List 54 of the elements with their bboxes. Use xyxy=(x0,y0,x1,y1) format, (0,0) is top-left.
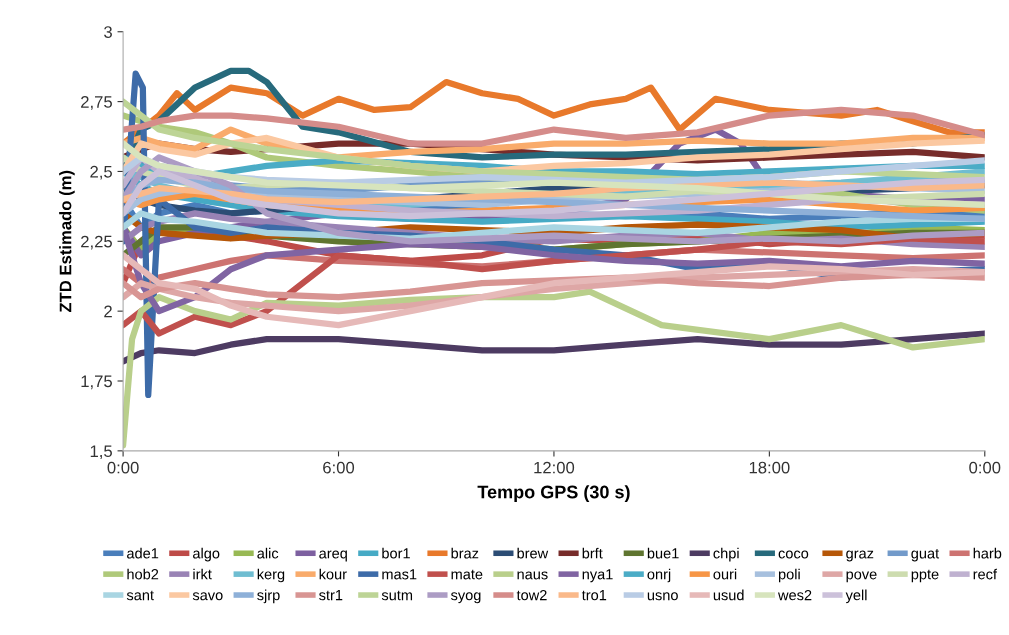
legend-label: coco xyxy=(778,550,809,559)
legend-label: sutm xyxy=(381,590,413,601)
legend-label: areq xyxy=(319,550,347,562)
y-tick-label: 2 xyxy=(104,305,112,318)
legend-label: ouri xyxy=(713,568,737,580)
x-tick-label: 18:00 xyxy=(749,461,790,474)
y-tick-label: 2,5 xyxy=(90,165,112,180)
legend-label: mate xyxy=(451,569,483,580)
y-tick-label: 1,5 xyxy=(90,445,112,460)
legend-label: graz xyxy=(846,550,874,562)
legend-label: sant xyxy=(126,590,154,601)
legend-label: syog xyxy=(450,592,481,604)
legend-label: mas1 xyxy=(382,569,417,580)
legend-label: ppte xyxy=(911,569,939,583)
legend-label: brew xyxy=(517,547,549,559)
legend-label: naus xyxy=(517,571,548,580)
legend-label: irkt xyxy=(193,568,212,580)
legend-label: guat xyxy=(911,548,940,562)
legend-label: bor1 xyxy=(382,547,410,559)
legend-label: tro1 xyxy=(581,590,607,601)
y-axis-title: ZTD Estimado (m) xyxy=(59,170,75,313)
legend-label: savo xyxy=(192,592,223,601)
x-tick-label: 6:00 xyxy=(323,461,355,474)
legend-label: str1 xyxy=(319,590,343,601)
legend-label: harb xyxy=(973,547,1002,559)
x-tick-label: 12:00 xyxy=(534,461,575,474)
y-tick-label: 1,75 xyxy=(81,375,112,390)
legend-label: usno xyxy=(647,592,678,601)
legend-label: nya1 xyxy=(582,569,613,583)
legend-label: kerg xyxy=(257,568,285,583)
legend-label: brft xyxy=(582,547,603,559)
legend-label: bue1 xyxy=(647,547,679,559)
legend-label: usud xyxy=(713,589,744,601)
legend-label: hob2 xyxy=(127,568,159,580)
legend-label: pove xyxy=(846,571,877,583)
legend-label: recf xyxy=(973,568,998,580)
y-tick-label: 3 xyxy=(104,26,112,38)
x-tick-label: 0:00 xyxy=(969,461,1001,474)
y-tick-label: 2,75 xyxy=(81,96,112,110)
legend-label: onrj xyxy=(647,568,671,583)
y-tick-label: 2,25 xyxy=(81,235,112,250)
legend-label: alic xyxy=(257,547,279,559)
legend-label: kour xyxy=(319,568,347,580)
x-axis-title: Tempo GPS (30 s) xyxy=(477,485,630,502)
legend-label: wes2 xyxy=(778,589,812,601)
legend-label: yell xyxy=(845,589,867,604)
legend-label: tow2 xyxy=(516,589,547,601)
legend-label: braz xyxy=(451,547,479,559)
legend-label: poli xyxy=(778,568,800,583)
legend-label: algo xyxy=(193,547,220,562)
legend-label: chpi xyxy=(713,547,739,562)
legend-label: ade1 xyxy=(127,547,159,559)
x-tick-label: 0:00 xyxy=(107,461,139,474)
legend-label: sjrp xyxy=(257,589,280,604)
